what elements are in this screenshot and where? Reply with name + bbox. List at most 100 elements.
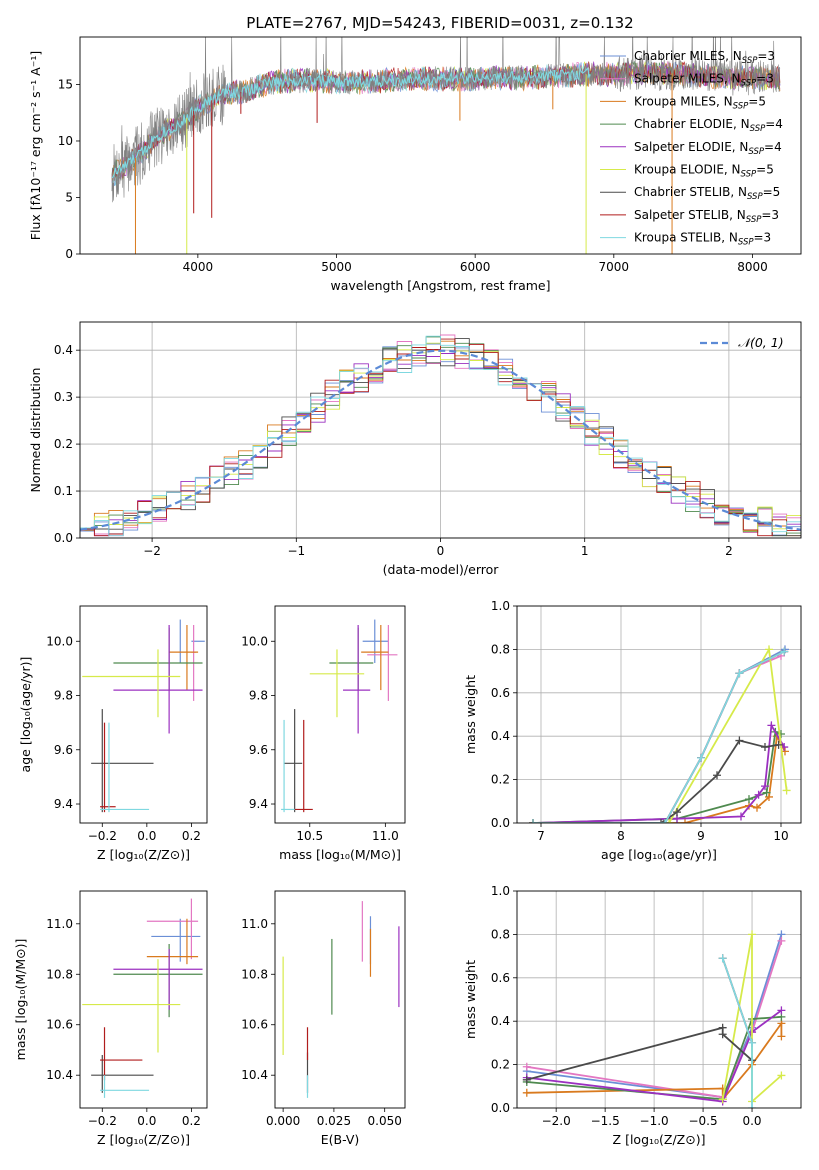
mass-weight-marker	[522, 1062, 531, 1071]
mass-weight-marker	[748, 930, 757, 939]
figure-title: PLATE=2767, MJD=54243, FIBERID=0031, z=0…	[246, 14, 633, 32]
age-vs-mass-ytick-label: 9.6	[249, 743, 268, 757]
mass-weight-marker	[522, 1088, 531, 1097]
mass-weight-vs-age-grid	[517, 606, 801, 823]
residuals-panel: −2 −1 0 1 2 0.0 0.1 0.2 0.3 0.4 (data-model)/error…	[28, 321, 802, 577]
spectrum-xtick-label: 5000	[321, 260, 352, 274]
mass-weight-vs-age-ylabel: mass weight	[463, 675, 478, 754]
spectrum-ytick-label: 10	[58, 134, 73, 148]
mass-weight-vs-Z-xtick-label: −1.5	[591, 1114, 620, 1128]
mass-weight-marker	[748, 1038, 757, 1047]
mass-weight-marker	[735, 669, 744, 678]
mass-vs-EBV-plot-area	[282, 901, 400, 1098]
mass-vs-Z-ytick-label: 10.8	[46, 967, 73, 981]
mass-vs-EBV-xtick-label: 0.000	[266, 1114, 300, 1128]
age-vs-mass-plot-area	[281, 619, 398, 813]
mass-weight-vs-age-ytick-label: 0.0	[491, 816, 510, 830]
mass-vs-Z-panel: −0.2 0.0 0.2 10.4 10.6 10.8 11.0 Z [log₁₀(Z/Z⊙)…	[13, 890, 208, 1147]
age-vs-mass-data	[281, 619, 398, 813]
mass-weight-marker	[754, 790, 763, 799]
mass-vs-Z-xtick-label: 0.2	[182, 1114, 201, 1128]
mass-vs-Z-data	[82, 898, 203, 1098]
spectrum-xlabel: wavelength [Angstrom, rest frame]	[330, 278, 550, 293]
mass-vs-Z-frame: −0.2 0.0 0.2 10.4 10.6 10.8 11.0 Z [log₁₀(Z/Z⊙)…	[13, 890, 208, 1147]
mass-weight-vs-age-panel: 7 8 9 10 0.0 0.2 0.4 0.6 0.8 1.0 age [log₁₀(age/yr…	[463, 599, 802, 862]
spectrum-data	[111, 37, 781, 254]
mass-vs-Z-ytick-label: 10.6	[46, 1018, 73, 1032]
mass-weight-marker	[777, 1071, 786, 1080]
spectrum-ytick-label: 15	[58, 77, 73, 91]
age-vs-Z-xlabel: Z [log₁₀(Z/Z⊙)]	[97, 847, 190, 862]
mass-vs-Z-xlabel: Z [log₁₀(Z/Z⊙)]	[97, 1132, 190, 1147]
mass-weight-line	[532, 722, 785, 823]
mass-weight-vs-Z-xtick-label: −2.0	[542, 1114, 571, 1128]
mass-vs-EBV-data	[282, 901, 400, 1098]
age-vs-Z-ylabel: age [log₁₀(age/yr)]	[18, 657, 33, 773]
mass-weight-marker	[713, 771, 721, 780]
mass-weight-vs-age-border	[516, 605, 802, 824]
age-vs-mass-xlabel: mass [log₁₀(M/M⊙)]	[279, 847, 401, 862]
mass-weight-line	[533, 650, 785, 823]
mass-weight-vs-Z-xlabel: Z [log₁₀(Z/Z⊙)]	[613, 1132, 706, 1147]
mass-weight-line	[526, 1009, 782, 1103]
residuals-ytick-label: 0.0	[54, 531, 73, 545]
mass-weight-marker	[665, 819, 673, 823]
gaussian-curve	[80, 349, 801, 531]
spectrum-xtick-label: 8000	[737, 260, 768, 274]
age-vs-mass-xtick-label: 11.0	[372, 829, 399, 843]
residuals-frame: −2 −1 0 1 2 0.0 0.1 0.2 0.3 0.4 (data-model)/error…	[28, 321, 802, 577]
mass-weight-marker	[718, 954, 727, 963]
age-vs-Z-xtick-label: 0.2	[182, 829, 201, 843]
mass-weight-vs-age-data	[529, 645, 791, 823]
spectrum-observed-line	[111, 37, 781, 203]
residuals-xtick-label: −1	[287, 544, 305, 558]
mass-vs-EBV-ytick-label: 11.0	[241, 917, 268, 931]
mass-weight-vs-age-ytick-label: 0.4	[491, 729, 510, 743]
mass-weight-marker	[697, 753, 705, 762]
residuals-ylabel: Normed distribution	[28, 368, 43, 493]
legend-label: Chabrier STELIB, NSSP=5	[634, 185, 780, 202]
residuals-xlabel: (data-model)/error	[383, 562, 500, 577]
mass-weight-marker	[718, 1095, 727, 1104]
mass-weight-marker	[529, 819, 537, 823]
spectrum-kroupa-stelib-line	[111, 67, 591, 179]
mass-weight-vs-age-xtick-label: 8	[617, 829, 625, 843]
mass-weight-vs-Z-ytick-label: 0.6	[491, 971, 510, 985]
mass-weight-marker	[782, 786, 791, 795]
residuals-ytick-label: 0.3	[54, 390, 73, 404]
mass-weight-marker	[753, 803, 761, 812]
mass-weight-line	[532, 730, 782, 823]
mass-weight-marker	[745, 795, 753, 804]
age-vs-Z-ytick-label: 9.4	[54, 797, 73, 811]
mass-weight-vs-Z-ytick-label: 1.0	[491, 884, 510, 898]
age-vs-Z-frame: −0.2 0.0 0.2 9.4 9.6 9.8 10.0 Z [log₁₀(Z/Z⊙)] ag…	[18, 605, 208, 862]
mass-vs-EBV-panel: 0.000 0.025 0.050 10.4 10.6 10.8 11.0 E(B-V)	[241, 890, 406, 1147]
spectrum-ylabel: Flux [fλ10⁻¹⁷ erg cm⁻² s⁻¹ A⁻¹]	[28, 51, 43, 240]
mass-weight-vs-Z-ytick-label: 0.2	[491, 1058, 510, 1072]
mass-weight-line	[526, 1016, 782, 1101]
mass-weight-vs-Z-data	[522, 930, 786, 1108]
mass-weight-marker	[735, 736, 744, 745]
residuals-xtick-label: 0	[437, 544, 445, 558]
mass-weight-vs-Z-xtick-label: −0.5	[688, 1114, 717, 1128]
spectrum-ytick-label: 0	[65, 247, 73, 261]
spectrum-panel: 4000 5000 6000 7000 8000 0 5 10 15 wavelength [An…	[28, 36, 802, 293]
residuals-plot-area	[80, 322, 801, 538]
legend-label: Kroupa ELODIE, NSSP=5	[634, 163, 774, 180]
age-vs-Z-xtick-label: −0.2	[88, 829, 117, 843]
mass-weight-marker	[718, 1030, 727, 1039]
residuals-xtick-label: 2	[725, 544, 733, 558]
mass-weight-vs-Z-ytick-label: 0.4	[491, 1014, 510, 1028]
legend-label: Chabrier MILES, NSSP=3	[634, 49, 775, 66]
mass-vs-EBV-frame: 0.000 0.025 0.050 10.4 10.6 10.8 11.0 E(B-V)	[241, 890, 406, 1147]
age-vs-Z-panel: −0.2 0.0 0.2 9.4 9.6 9.8 10.0 Z [log₁₀(Z/Z⊙)] ag…	[18, 605, 208, 862]
mass-weight-marker	[762, 788, 771, 797]
legend-label: 𝒩(0, 1)	[738, 335, 784, 350]
mass-weight-marker	[522, 1075, 531, 1084]
mass-weight-marker	[657, 819, 665, 823]
residuals-xtick-label: 1	[581, 544, 589, 558]
age-vs-mass-xtick-label: 10.5	[296, 829, 323, 843]
legend-label: Salpeter STELIB, NSSP=3	[634, 208, 779, 225]
age-vs-mass-ytick-label: 9.8	[249, 689, 268, 703]
